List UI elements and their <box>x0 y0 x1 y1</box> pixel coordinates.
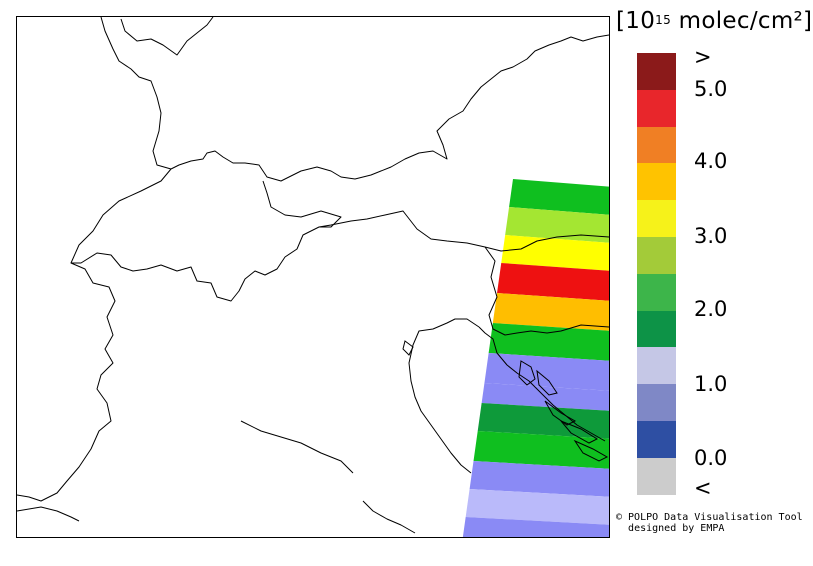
legend-swatch <box>637 457 676 495</box>
legend-tick-label: > <box>694 45 712 69</box>
swath-band <box>509 179 609 215</box>
swath-band <box>505 207 609 243</box>
swath-band <box>501 235 609 271</box>
swath-band <box>473 431 609 469</box>
country-borders <box>17 17 609 534</box>
legend-swatch <box>637 384 676 421</box>
swath-band <box>462 517 609 537</box>
unit-prefix: 10 <box>625 8 656 34</box>
legend-tick-label: 1.0 <box>694 372 728 396</box>
color-legend <box>637 53 676 495</box>
legend-swatch <box>637 310 676 348</box>
legend-swatch <box>637 200 676 237</box>
credit-text: © POLPO Data Visualisation Tool designed… <box>616 512 803 534</box>
legend-swatch <box>637 126 676 164</box>
legend-tick-label: 5.0 <box>694 77 728 101</box>
swath-band <box>477 403 609 439</box>
swath-band <box>465 489 609 525</box>
legend-tick-label: 2.0 <box>694 297 728 321</box>
legend-swatch <box>637 163 676 201</box>
legend-swatch <box>637 53 676 90</box>
credit-line-1: © POLPO Data Visualisation Tool <box>616 512 803 523</box>
legend-swatch <box>637 236 676 274</box>
legend-swatch <box>637 420 676 458</box>
swath-band <box>469 461 609 497</box>
legend-tick-label: 0.0 <box>694 446 728 470</box>
legend-swatch <box>637 89 676 127</box>
swath-band <box>497 263 609 301</box>
map-panel[interactable] <box>16 16 610 538</box>
island-coastlines <box>402 340 609 462</box>
unit-suffix: molec/cm² <box>678 8 804 34</box>
legend-tick-label: 4.0 <box>694 149 728 173</box>
satellite-swath <box>462 179 609 537</box>
legend-swatch <box>637 273 676 311</box>
swath-band <box>484 353 609 391</box>
legend-swatch <box>637 347 676 385</box>
map-canvas <box>17 17 609 537</box>
swath-band <box>492 293 609 331</box>
credit-line-2: designed by EMPA <box>628 523 725 534</box>
legend-tick-label: 3.0 <box>694 224 728 248</box>
unit-exponent: 15 <box>655 13 672 27</box>
unit-label: [1015 molec/cm²] <box>616 8 813 34</box>
legend-tick-label: < <box>694 476 712 500</box>
